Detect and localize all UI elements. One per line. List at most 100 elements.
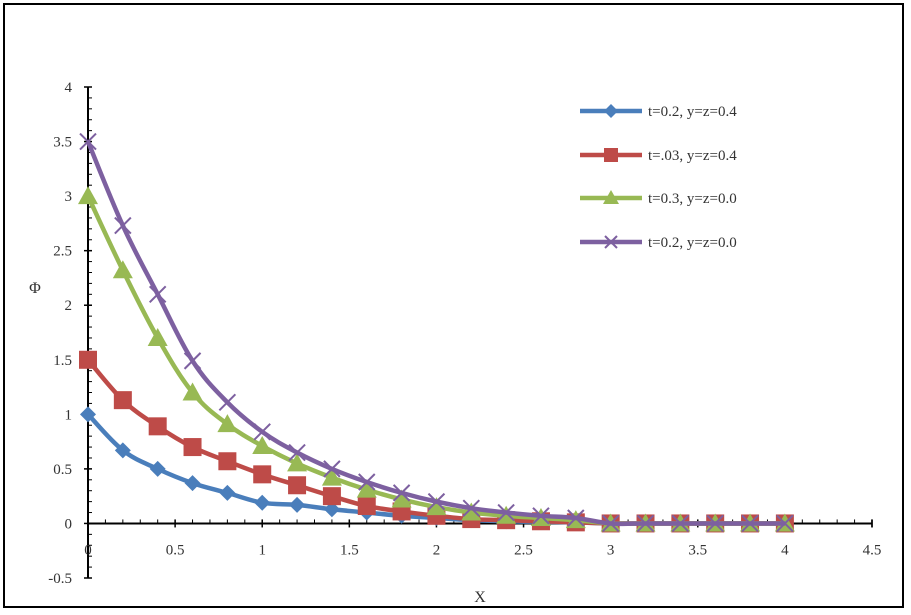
data-point <box>80 406 96 423</box>
x-marker-stroke <box>604 235 618 249</box>
x-marker-stroke <box>79 132 97 151</box>
y-tick-label: -0.5 <box>48 571 72 587</box>
x-marker-stroke <box>114 216 132 235</box>
data-point <box>532 507 550 525</box>
x-marker-stroke <box>427 492 446 511</box>
series-layer <box>78 132 795 533</box>
x-tick-label: 0.5 <box>166 542 185 558</box>
x-marker-stroke <box>462 499 480 517</box>
y-tick-label: 1.5 <box>53 353 72 369</box>
y-tick-label: 0 <box>65 516 73 532</box>
data-point <box>114 442 131 459</box>
legend-label: t=.03, y=z=0.4 <box>648 148 737 164</box>
y-tick-label: 4 <box>65 80 73 96</box>
data-point <box>357 496 376 515</box>
data-point <box>358 473 376 491</box>
data-point <box>79 350 97 369</box>
data-point <box>183 438 202 457</box>
x-marker-stroke <box>497 503 515 522</box>
data-point <box>289 496 306 513</box>
x-tick-label: 4 <box>781 542 789 558</box>
legend-swatch-marker <box>604 148 618 162</box>
data-point <box>706 514 724 533</box>
x-marker-stroke <box>671 514 690 533</box>
data-point <box>601 514 620 533</box>
x-marker-stroke <box>358 473 376 491</box>
x-tick-label: 1 <box>258 542 266 558</box>
data-point <box>288 443 306 462</box>
data-point <box>183 352 202 370</box>
legend-label: t=0.2, y=z=0.0 <box>648 235 737 251</box>
legend-label: t=0.2, y=z=0.4 <box>648 104 737 120</box>
legend-swatch-marker <box>604 235 618 249</box>
x-marker-stroke <box>532 507 550 525</box>
data-point <box>254 494 271 511</box>
data-point <box>79 132 97 151</box>
data-point <box>78 186 98 205</box>
legend-swatch-marker <box>603 190 619 204</box>
data-point <box>148 417 167 436</box>
data-point <box>392 484 411 502</box>
y-axis-title: Φ <box>29 280 41 297</box>
y-tick-label: 2 <box>65 298 73 314</box>
data-point <box>741 514 759 533</box>
data-point <box>184 475 201 492</box>
x-marker-stroke <box>741 514 759 533</box>
x-tick-label: 1.5 <box>340 542 359 558</box>
x-tick-label: 3 <box>607 542 615 558</box>
data-point <box>219 484 236 501</box>
data-point <box>461 502 482 521</box>
legend-item: t=0.3, y=z=0.0 <box>580 190 737 207</box>
data-point <box>497 503 515 522</box>
data-point <box>253 423 271 441</box>
y-tick-label: 1 <box>65 407 73 423</box>
data-point <box>323 501 340 518</box>
data-point <box>322 487 341 506</box>
data-point <box>426 497 447 516</box>
x-marker-stroke <box>323 460 341 478</box>
data-point <box>321 467 342 486</box>
x-axis-title: X <box>474 589 486 606</box>
data-point <box>288 476 307 495</box>
data-point <box>323 460 341 478</box>
x-tick-label: 0 <box>84 542 92 558</box>
data-point <box>112 260 133 279</box>
y-tick-label: 3.5 <box>53 135 72 151</box>
legend-swatch-marker <box>604 104 618 118</box>
x-marker-stroke <box>636 514 655 533</box>
data-point <box>356 479 377 498</box>
data-point <box>427 492 446 511</box>
y-tick-label: 3 <box>65 189 73 205</box>
data-point <box>148 285 167 304</box>
x-tick-label: 2.5 <box>514 542 533 558</box>
data-point <box>391 489 412 508</box>
data-point <box>218 452 237 471</box>
data-point <box>113 391 132 410</box>
data-point <box>462 499 480 517</box>
data-point <box>182 382 203 401</box>
legend-label: t=0.3, y=z=0.0 <box>648 191 737 207</box>
data-point <box>671 514 690 533</box>
x-marker-stroke <box>392 484 411 502</box>
x-tick-label: 2 <box>433 542 441 558</box>
y-tick-label: 2.5 <box>53 244 72 260</box>
data-point <box>217 414 238 433</box>
data-point <box>287 453 308 472</box>
data-point <box>218 393 237 412</box>
x-marker-stroke <box>288 443 306 462</box>
x-marker-stroke <box>601 514 620 533</box>
x-tick-label: 4.5 <box>863 542 882 558</box>
data-point <box>114 216 132 235</box>
x-marker-stroke <box>776 514 794 533</box>
data-point <box>147 327 168 346</box>
x-marker-stroke <box>183 352 202 370</box>
legend-item: t=0.2, y=z=0.4 <box>580 104 737 120</box>
data-point <box>636 514 655 533</box>
x-tick-label: 3.5 <box>688 542 707 558</box>
data-point <box>149 460 166 477</box>
x-marker-stroke <box>218 393 237 412</box>
data-point <box>567 509 585 527</box>
series-4 <box>79 132 794 533</box>
legend-item: t=.03, y=z=0.4 <box>580 148 737 164</box>
